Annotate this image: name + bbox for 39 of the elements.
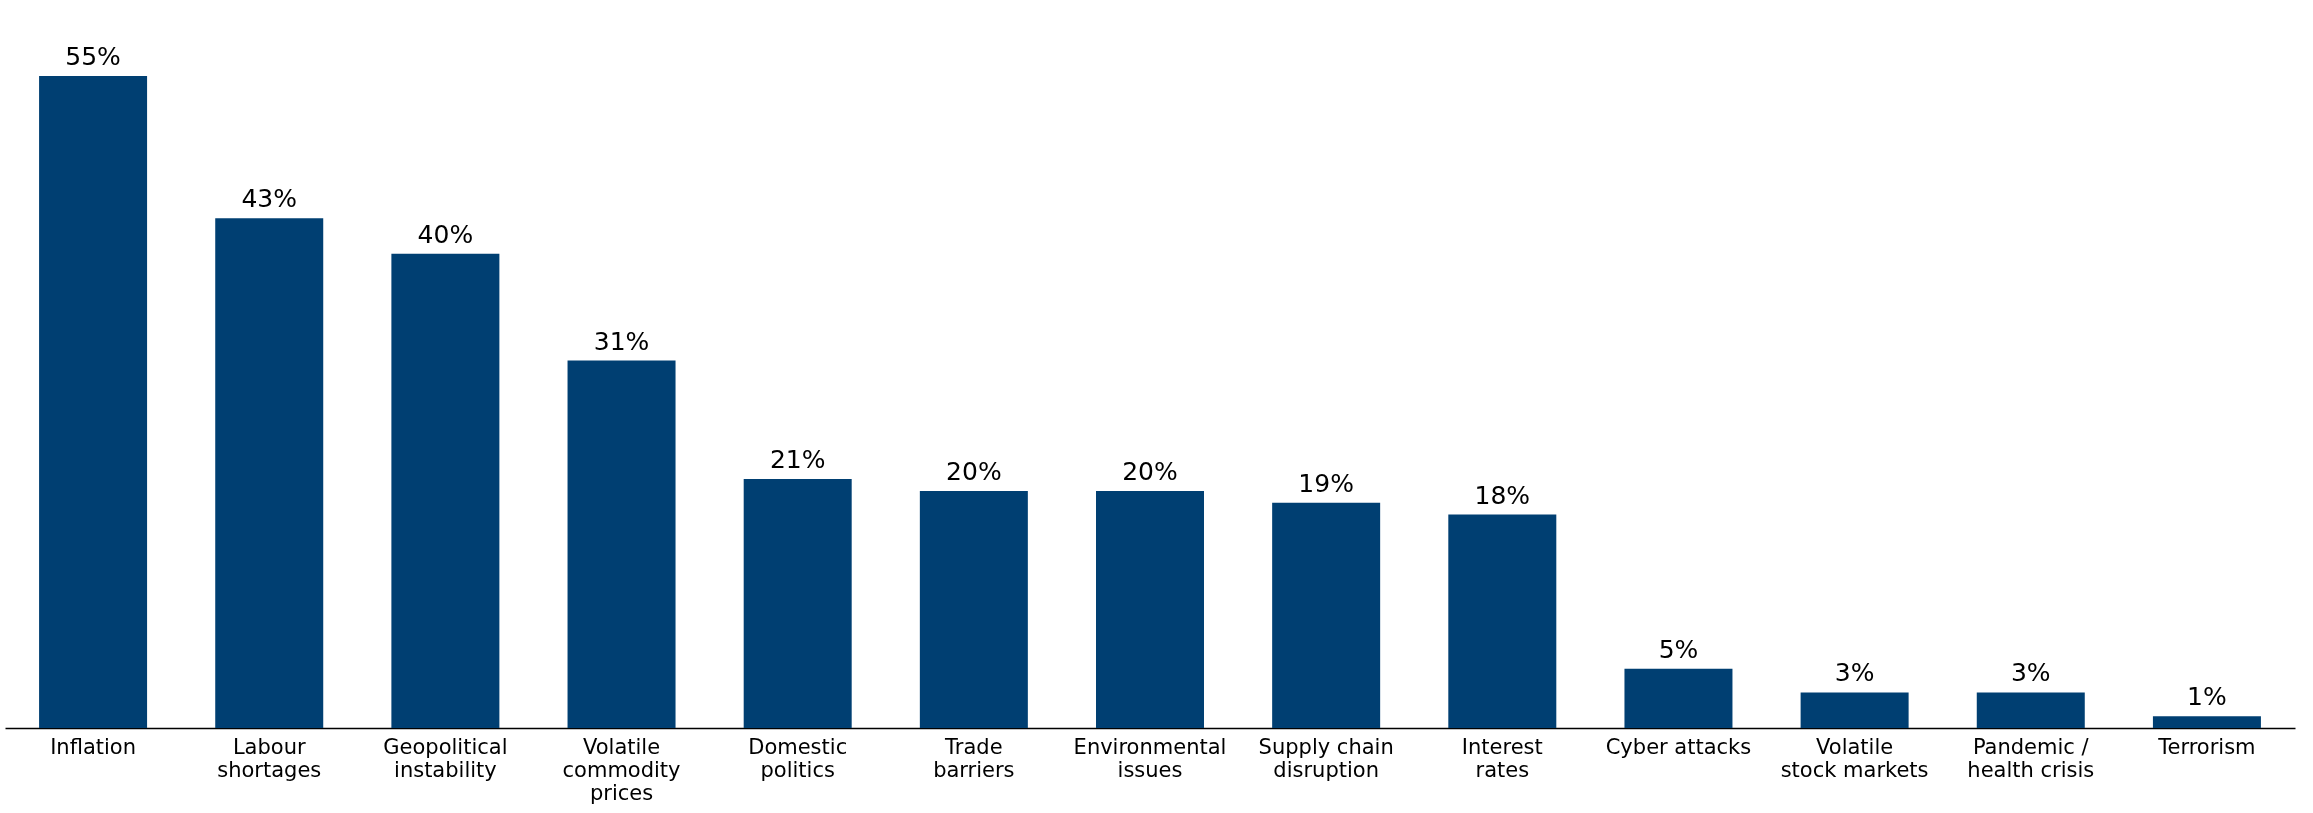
data-label: 20%	[946, 456, 1002, 486]
x-tick-label: Supply chain disruption	[1258, 734, 1394, 782]
x-tick-label: Geopolitical instability	[383, 734, 508, 782]
data-label: 3%	[2010, 658, 2051, 688]
bar	[1096, 490, 1204, 728]
data-label: 3%	[1834, 658, 1875, 688]
bar	[1448, 514, 1557, 728]
x-tick-label: Volatile commodity prices	[562, 734, 681, 805]
x-tick-label: Interest rates	[1461, 734, 1543, 782]
x-tick-label: Environmental issues	[1073, 734, 1227, 782]
bar	[1976, 692, 2085, 728]
bar	[919, 490, 1028, 728]
x-tick-label: Trade barriers	[933, 734, 1015, 782]
bar	[743, 479, 852, 728]
x-tick-label: Inflation	[50, 734, 136, 759]
bar	[215, 218, 324, 728]
bar	[1624, 668, 1733, 728]
data-label: 40%	[417, 219, 474, 249]
x-tick-label: Terrorism	[2157, 734, 2256, 759]
data-label: 55%	[65, 42, 121, 71]
data-label: 21%	[769, 445, 826, 475]
bar	[567, 360, 676, 728]
data-label: 18%	[1474, 480, 1531, 510]
bar	[1800, 692, 1909, 728]
x-tick-label: Pandemic / health crisis	[1967, 734, 2095, 782]
data-label: 5%	[1658, 634, 1699, 664]
data-label: 43%	[241, 184, 298, 214]
data-label: 20%	[1122, 456, 1178, 486]
data-label: 1%	[2187, 682, 2227, 712]
bar	[1272, 502, 1381, 728]
x-tick-label: Volatile stock markets	[1780, 734, 1929, 782]
x-tick-label: Cyber attacks	[1605, 734, 1752, 759]
bar	[2152, 716, 2261, 728]
data-label: 31%	[593, 326, 650, 356]
x-tick-label: Domestic politics	[748, 734, 848, 782]
bar	[39, 76, 148, 728]
x-tick-label: Labour shortages	[217, 734, 322, 782]
bar	[391, 253, 500, 728]
data-label: 19%	[1298, 468, 1354, 498]
